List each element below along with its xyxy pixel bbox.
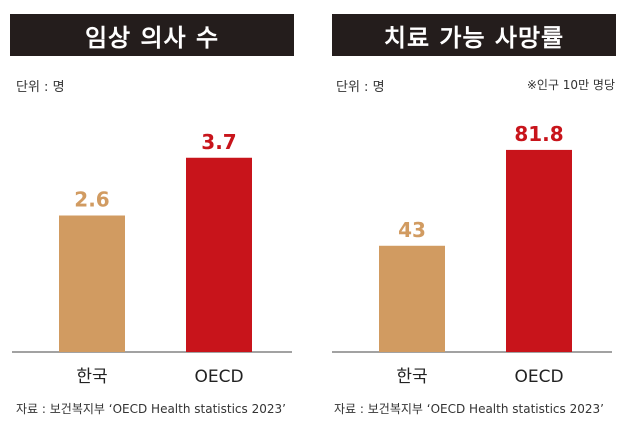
bar-chart-mortality: 43 한국 81.8 OECD: [332, 122, 612, 387]
bar-oecd: [186, 157, 252, 352]
unit-label: 단위 : 명: [16, 80, 65, 95]
per-population-note: ※인구 10만 명당: [526, 78, 615, 92]
chart-panel-doctors: 임상 의사 수 단위 : 명 2.6 한국 3.7 OECD 자료 : 보건복지부 ‘…: [0, 0, 295, 429]
source-note: 자료 : 보건복지부 ‘OECD Health statistics 2023’: [334, 402, 604, 416]
unit-label: 단위 : 명: [336, 80, 385, 95]
category-label: OECD: [194, 367, 243, 387]
chart-panel-mortality: 치료 가능 사망률 단위 : 명 ※인구 10만 명당 43 한국 81.8 OECD…: [320, 0, 616, 429]
chart-title: 임상 의사 수: [10, 14, 294, 56]
bar-korea: [379, 245, 445, 352]
bar-korea: [59, 215, 125, 352]
category-label: 한국: [76, 367, 107, 387]
bar-oecd: [506, 149, 572, 352]
source-note: 자료 : 보건복지부 ‘OECD Health statistics 2023’: [16, 402, 286, 416]
value-label: 81.8: [514, 122, 563, 146]
bar-chart-doctors: 2.6 한국 3.7 OECD: [12, 130, 292, 387]
category-label: 한국: [396, 367, 427, 387]
value-label: 43: [398, 218, 426, 242]
value-label: 3.7: [201, 130, 236, 154]
chart-title: 치료 가능 사망률: [332, 14, 616, 56]
value-label: 2.6: [74, 188, 109, 212]
category-label: OECD: [514, 367, 563, 387]
